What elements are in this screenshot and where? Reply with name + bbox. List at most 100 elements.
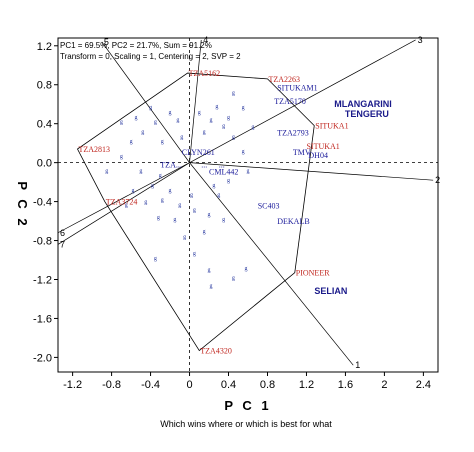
genotype-point: g <box>176 118 179 124</box>
genotype-point: g <box>105 168 108 174</box>
genotype-point: g <box>190 193 193 199</box>
genotype-point: g <box>139 168 142 174</box>
genotype-point: g <box>227 115 230 121</box>
environment-label-2: 2 <box>435 175 440 185</box>
genotype-label: SITUKAM1 <box>277 84 317 93</box>
genotype-point: g <box>242 149 245 155</box>
y-tick-label: -1.2 <box>33 274 52 286</box>
sector-ray-6 <box>189 162 434 181</box>
vertex-genotype-label: SITUKA1 <box>315 122 348 131</box>
x-tick-label: -1.2 <box>63 379 82 391</box>
genotype-points: g g g g g g g g g g g g g g g g g g g g g g g g g g g g g g g g g g g g g g g g… <box>105 90 254 289</box>
genotype-point: g <box>159 173 162 179</box>
genotype-point: g <box>251 125 254 131</box>
genotype-point: g <box>154 256 157 262</box>
genotype-point: g <box>149 105 152 111</box>
y-axis-ticks: 1.2 0.8 0.4 0.0 -0.4 -0.8 -1.2 -1.6 -2.0 <box>33 41 58 364</box>
x-tick-label: 1.6 <box>338 379 353 391</box>
genotype-label: ... <box>201 161 207 170</box>
sector-name: MLANGARINI <box>334 99 392 109</box>
vertex-genotype-label: TZA3724 <box>106 198 138 207</box>
genotype-point: g <box>232 275 235 281</box>
x-axis-label: P C 1 <box>224 398 271 413</box>
x-tick-label: -0.4 <box>141 379 160 391</box>
y-tick-label: 0.8 <box>37 80 52 92</box>
sector-ray-7 <box>57 162 190 245</box>
sector-name: SELIAN <box>314 286 347 296</box>
info-line-1: PC1 = 69.5%, PC2 = 21.7%, Sum = 91.2% <box>60 41 212 50</box>
x-tick-label: 0.8 <box>260 379 275 391</box>
genotype-point: g <box>203 129 206 135</box>
environment-label-7: 7 <box>60 239 65 249</box>
environment-label-4: 4 <box>203 35 208 45</box>
genotype-label: TZA2793 <box>277 128 309 137</box>
genotype-label: SITUKA1 <box>306 142 339 151</box>
y-tick-label: -1.6 <box>33 313 52 325</box>
environment-vector-1 <box>190 163 354 366</box>
sector-ray-5 <box>189 39 416 163</box>
genotype-point: g <box>232 134 235 140</box>
x-tick-label: 2.4 <box>416 379 431 391</box>
vertex-genotype-label: TZA5162 <box>189 69 221 78</box>
hull-outline <box>76 72 315 352</box>
y-tick-label: 1.2 <box>37 41 52 53</box>
vertex-genotype-label: TZA2263 <box>268 75 300 84</box>
genotype-point: g <box>245 266 248 272</box>
genotype-point: g <box>161 198 164 204</box>
x-tick-label: 2 <box>381 379 387 391</box>
sector-ray-3 <box>57 162 190 234</box>
genotype-label: DEKALB <box>277 217 309 226</box>
genotype-point: g <box>203 229 206 235</box>
genotype-point: g <box>217 193 220 199</box>
sector-rays <box>57 39 434 366</box>
genotype-point: g <box>193 251 196 257</box>
genotype-label: ... <box>219 161 225 170</box>
genotype-label: SC403 <box>258 201 280 210</box>
genotype-point: g <box>125 202 128 208</box>
sector-name: TENGERU <box>345 109 389 119</box>
vertex-genotype-label: PIONEER <box>296 269 330 278</box>
genotype-point: g <box>242 105 245 111</box>
y-tick-label: -0.8 <box>33 236 52 248</box>
genotype-point: g <box>134 115 137 121</box>
environment-label-1: 1 <box>355 360 360 370</box>
genotype-point: g <box>222 217 225 223</box>
chart-caption: Which wins where or which is best for wh… <box>160 419 332 429</box>
genotype-point: g <box>209 118 212 124</box>
x-tick-label: 0.4 <box>221 379 236 391</box>
y-tick-label: -0.4 <box>33 197 52 209</box>
genotype-point: g <box>130 139 133 145</box>
x-tick-label: 1.2 <box>299 379 314 391</box>
sector-ray-1 <box>189 39 202 163</box>
origin-lines <box>58 38 438 372</box>
genotype-point: g <box>180 134 183 140</box>
genotype-point: g <box>157 215 160 221</box>
genotype-label: TZA... <box>160 161 182 170</box>
genotype-point: g <box>161 139 164 145</box>
plot-frame <box>57 37 439 373</box>
genotype-point: g <box>144 200 147 206</box>
genotype-point: g <box>208 212 211 218</box>
genotype-point: g <box>132 188 135 194</box>
x-tick-label: 0 <box>186 379 192 391</box>
genotype-point: g <box>151 183 154 189</box>
genotype-point: g <box>120 154 123 160</box>
genotype-point: g <box>120 120 123 126</box>
environment-label-3: 3 <box>418 35 423 45</box>
sector-ray-4 <box>189 162 354 366</box>
genotype-point: g <box>208 268 211 274</box>
genotype-point: g <box>154 120 157 126</box>
x-axis-ticks: -1.2 -0.8 -0.4 0 0.4 0.8 1.2 1.6 2 2.4 <box>63 372 431 391</box>
genotype-point: g <box>215 104 218 110</box>
vertex-genotype-label: TZA4320 <box>200 347 232 356</box>
y-tick-label: -2.0 <box>33 352 52 364</box>
genotype-point: g <box>247 168 250 174</box>
genotype-label: DH04 <box>308 151 328 160</box>
genotype-point: g <box>209 283 212 289</box>
genotype-label: TMV <box>293 148 311 157</box>
genotype-label: CLYN261 <box>182 148 215 157</box>
environment-vectors: 1 2 3 4 5 67 <box>60 35 440 370</box>
genotype-point: g <box>222 124 225 130</box>
genotype-point: g <box>198 110 201 116</box>
